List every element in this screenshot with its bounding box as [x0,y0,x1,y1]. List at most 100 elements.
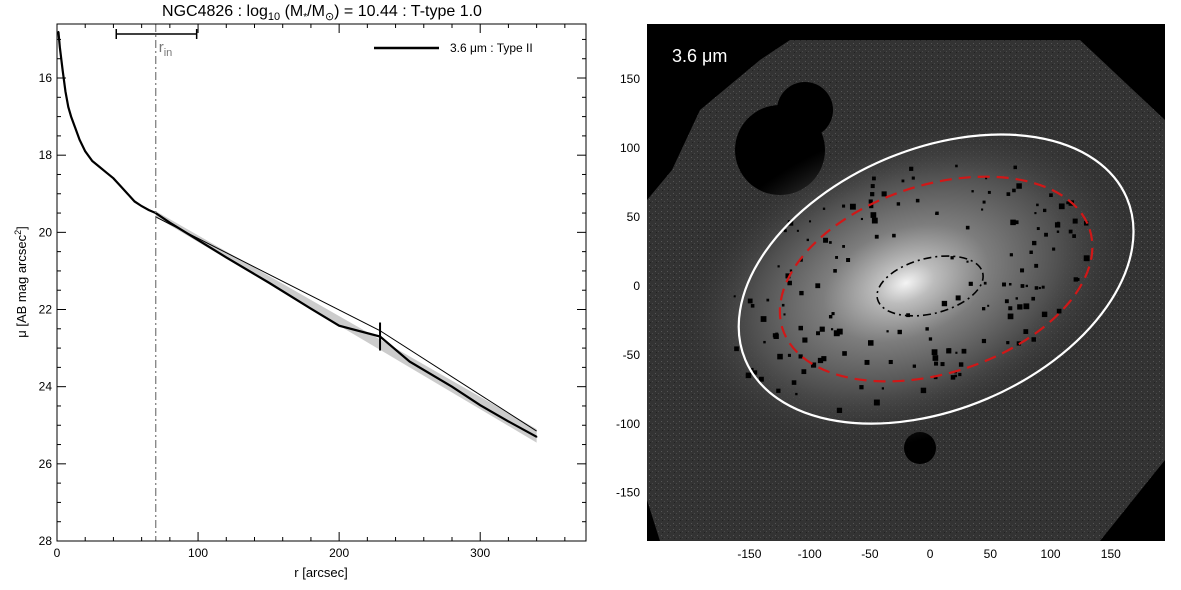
star-mask [868,340,874,346]
star-mask [1056,308,1062,314]
star-mask [1044,232,1048,237]
star-mask [868,199,873,204]
star-mask [958,362,964,367]
star-mask [881,191,887,197]
star-mask [822,207,826,210]
profile-point [267,281,270,284]
star-mask [1031,337,1036,342]
image-y-tick-label: 0 [633,279,640,293]
image-y-tick-label: -150 [616,486,640,500]
star-mask [934,361,939,366]
star-mask [955,164,958,168]
star-mask [842,245,845,248]
profile-point [119,185,122,187]
star-mask [870,212,877,218]
star-mask [971,190,974,193]
star-mask [987,304,990,307]
star-mask [955,295,961,301]
y-tick-label: 28 [39,534,53,548]
star-mask [873,399,880,406]
profile-point [408,360,411,363]
star-mask [789,269,793,272]
star-mask [783,229,787,233]
star-mask [1015,297,1018,300]
star-mask [849,203,856,210]
star-mask [966,260,969,263]
profile-point [78,138,81,141]
profile-point [147,209,150,211]
star-mask [1049,193,1053,197]
star-mask [860,217,864,221]
star-mask [872,176,876,181]
star-mask [888,359,893,365]
image-y-tick-label: 50 [627,210,641,224]
star-mask [745,372,752,379]
star-mask [915,198,920,203]
star-mask [982,200,986,204]
star-mask [1034,263,1039,268]
star-mask [1034,212,1037,215]
profile-point [140,205,143,207]
star-mask [886,330,889,333]
y-tick-label: 24 [39,380,53,394]
star-mask [1036,203,1039,207]
x-axis-label: r [arcsec] [294,565,347,580]
profile-point [507,420,510,423]
star-mask [909,166,914,171]
star-mask [846,258,851,263]
star-mask [896,202,901,206]
profile-point [84,150,87,153]
star-mask [787,353,791,357]
star-mask [821,356,827,362]
star-mask [750,304,755,308]
star-mask [981,208,984,211]
star-mask [1054,222,1061,228]
star-mask [869,203,874,209]
star-mask [1072,234,1076,238]
star-mask [763,340,766,344]
profile-point [70,115,72,118]
fit-line [379,330,537,432]
star-mask [758,376,764,382]
break-ellipse [778,175,1094,383]
star-mask [870,184,875,189]
galaxy-image [647,40,1165,541]
star-mask [815,283,821,289]
star-mask [925,327,929,331]
image-y-tick-label: 150 [620,72,640,86]
star-mask [836,328,843,335]
legend: 3.6 μm : Type II [374,41,533,55]
star-mask [864,359,870,365]
profile-plot-area: rin [57,24,538,541]
y-tick-label: 26 [39,457,53,471]
profile-line [57,31,538,438]
image-panel: 3.6 μm -150 -100 -50 0 50 100 150150100500-50-… [616,24,1165,561]
image-x-tick-label: -150 [737,547,761,561]
star-mask [831,312,835,316]
profile-point [225,256,228,259]
star-mask [835,255,839,259]
star-mask [751,367,754,371]
axis-ticks: 0 100 200 300 16 18 20 22 24 26 28 [39,24,586,560]
star-mask [1083,255,1090,262]
star-mask [1013,165,1017,170]
star-mask [1029,250,1033,254]
star-mask [987,190,991,194]
star-mask [833,269,837,273]
profile-point [310,307,312,310]
star-mask [920,387,927,394]
y-tick-label: 22 [39,303,53,317]
profile-point [57,30,60,33]
profile-point [74,127,77,129]
chart-title: NGC4826 : log10 (M*/M⊙) = 10.44 : T-type… [162,3,482,23]
star-mask [799,290,804,296]
star-mask [871,217,878,224]
star-mask [1041,311,1048,318]
star-mask [1068,229,1073,234]
star-mask [968,281,973,286]
star-mask [1052,247,1056,251]
star-mask [1066,201,1070,205]
image-x-tick-label: -100 [798,547,822,561]
star-mask [958,372,962,377]
profile-point [59,46,61,48]
